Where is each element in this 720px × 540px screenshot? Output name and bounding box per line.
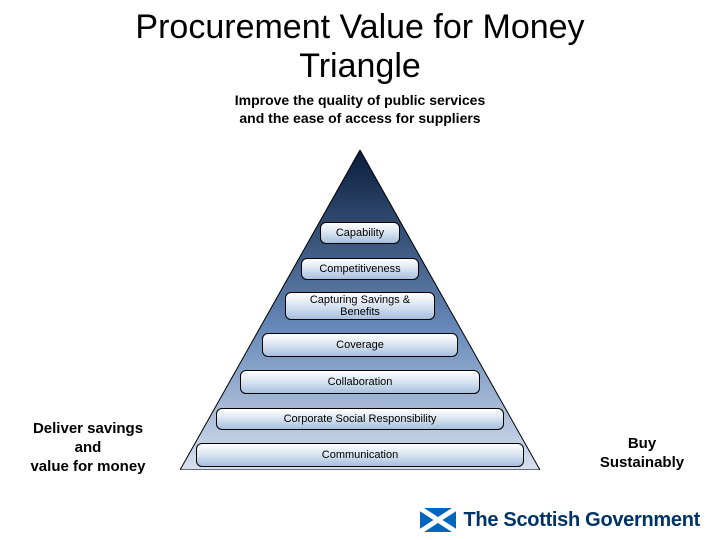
- title-line-2: Triangle: [299, 47, 421, 85]
- left-corner-caption: Deliver savings and value for money: [18, 420, 158, 476]
- subtitle-line-1: Improve the quality of public services: [235, 92, 486, 108]
- pyramid-band-5: Corporate Social Responsibility: [216, 408, 504, 430]
- pyramid-band-4: Collaboration: [240, 370, 480, 394]
- title-line-1: Procurement Value for Money: [135, 8, 584, 46]
- saltire-icon: [420, 508, 456, 532]
- subtitle-line-2: and the ease of access for suppliers: [239, 110, 480, 126]
- pyramid-band-3: Coverage: [262, 333, 458, 357]
- page-title: Procurement Value for Money Triangle: [0, 0, 720, 86]
- pyramid-band-2: Capturing Savings & Benefits: [285, 292, 435, 320]
- triangle-stage: Capability Competitiveness Capturing Savin…: [0, 150, 720, 480]
- pyramid-band-1: Competitiveness: [301, 258, 419, 280]
- footer-logo: The Scottish Government: [420, 508, 700, 532]
- apex-caption: Improve the quality of public services a…: [0, 92, 720, 127]
- pyramid-band-6: Communication: [196, 443, 524, 467]
- pyramid-band-0: Capability: [320, 222, 400, 244]
- logo-text: The Scottish Government: [464, 509, 700, 532]
- right-corner-caption: Buy Sustainably: [582, 435, 702, 473]
